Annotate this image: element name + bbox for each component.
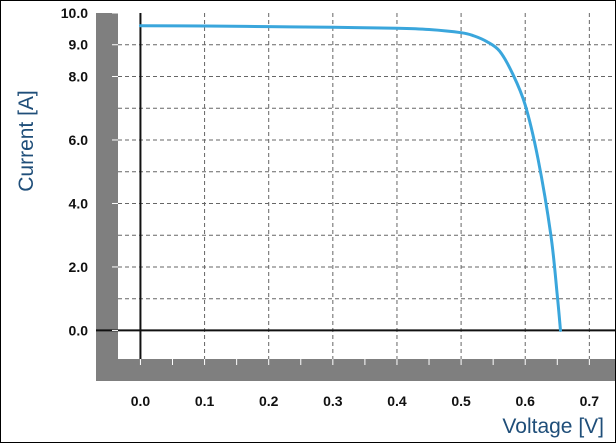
x-tick-label: 0.5 [451,393,471,409]
y-tick-label: 8.0 [69,68,89,84]
grid [118,13,615,359]
series [138,24,562,332]
y-ticks: 0.0 2.0 4.0 6.0 8.0 9.0 10.0 [61,5,118,338]
x-tick-label: 0.1 [195,393,215,409]
iv-series-line [138,24,562,332]
y-tick-label: 0.0 [69,322,89,338]
y-tick-label: 2.0 [69,259,89,275]
y-tick-label: 6.0 [69,132,89,148]
x-tick-label: 0.4 [387,393,407,409]
x-tick-label: 0.2 [259,393,279,409]
x-ticks: 0.0 0.1 0.2 0.3 0.4 0.5 0.6 0.7 [131,359,600,409]
x-tick-label: 0.7 [580,393,600,409]
x-tick-label: 0.3 [323,393,343,409]
y-tick-label: 9.0 [69,37,89,53]
x-tick-label: 0.6 [515,393,535,409]
x-axis-band [96,359,615,381]
y-axis-band [96,13,118,381]
x-tick-label: 0.0 [131,393,151,409]
y-axis-title: Current [A] [15,90,38,192]
x-axis-title: Voltage [V] [502,415,604,438]
axes [96,13,615,359]
y-tick-label: 10.0 [61,5,88,21]
y-tick-label: 4.0 [69,195,89,211]
